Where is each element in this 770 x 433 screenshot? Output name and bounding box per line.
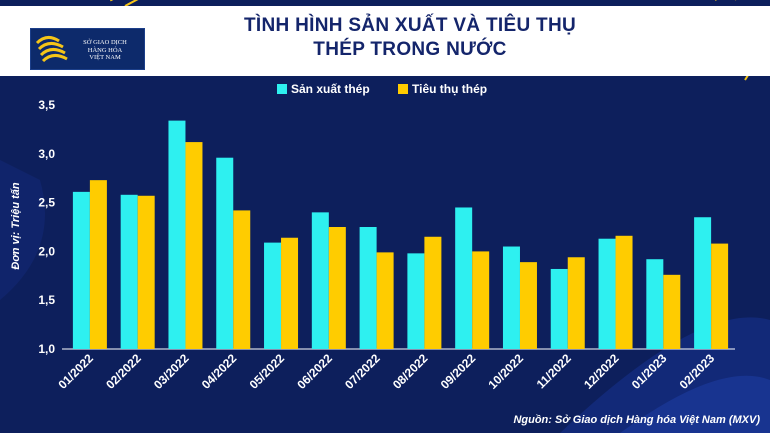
bar-consumption — [328, 227, 346, 349]
bar-production — [502, 246, 520, 349]
x-tick-label: 03/2022 — [151, 351, 192, 392]
bar-production — [550, 268, 568, 349]
bar-consumption — [233, 210, 251, 349]
y-tick-label: 1,5 — [38, 293, 55, 307]
x-tick-label: 02/2022 — [103, 351, 144, 392]
bar-production — [598, 238, 616, 349]
bar-production — [646, 259, 664, 349]
x-tick-label: 02/2023 — [677, 351, 718, 392]
bar-consumption — [137, 195, 155, 349]
x-tick-label: 05/2022 — [247, 351, 288, 392]
bar-production — [216, 157, 234, 349]
x-tick-label: 12/2022 — [581, 351, 622, 392]
bar-consumption — [281, 237, 299, 349]
x-tick-label: 01/2022 — [55, 351, 96, 392]
y-axis-label: Đơn vị: Triệu tấn — [10, 182, 22, 270]
legend-swatch-production — [277, 84, 287, 94]
x-tick-label: 07/2022 — [342, 351, 383, 392]
chart-title: TÌNH HÌNH SẢN XUẤT VÀ TIÊU THỤ THÉP TRON… — [160, 14, 660, 62]
bar-consumption — [185, 142, 203, 349]
bar-production — [359, 227, 377, 349]
logo-emblem-icon — [35, 36, 68, 63]
bar-consumption — [424, 236, 442, 349]
x-axis-ticks: 01/2022 02/2022 03/2022 04/2022 05/2022 06/20… — [55, 351, 717, 392]
bars-group — [72, 120, 729, 349]
chart-title-line1: TÌNH HÌNH SẢN XUẤT VÀ TIÊU THỤ — [244, 15, 576, 36]
logo-text-line1: SỞ GIAO DỊCH — [83, 39, 127, 46]
logo-text-line3: VIỆT NAM — [89, 54, 121, 61]
logo-text-line2: HÀNG HÓA — [87, 46, 123, 54]
source-note: Nguồn: Sở Giao dịch Hàng hóa Việt Nam (M… — [513, 414, 760, 426]
x-tick-label: 10/2022 — [486, 351, 527, 392]
y-tick-label: 3,5 — [38, 98, 55, 112]
x-tick-label: 01/2023 — [629, 351, 670, 392]
x-tick-label: 09/2022 — [438, 351, 479, 392]
x-tick-label: 04/2022 — [199, 351, 240, 392]
x-tick-label: 11/2022 — [534, 351, 574, 391]
bar-consumption — [376, 252, 394, 349]
logo-text: SỞ GIAO DỊCH HÀNG HÓA VIỆT NAM — [71, 39, 139, 62]
bar-production — [694, 217, 712, 349]
bar-consumption — [615, 235, 633, 349]
legend-swatch-consumption — [398, 84, 408, 94]
bar-production — [311, 212, 329, 349]
y-axis-ticks: 1,0 1,5 2,0 2,5 3,0 3,5 — [38, 98, 55, 356]
y-tick-label: 3,0 — [38, 147, 55, 161]
bar-production — [72, 191, 90, 349]
chart-legend: Sản xuất thép Tiêu thụ thép — [277, 82, 487, 96]
bar-consumption — [663, 274, 681, 349]
bar-consumption — [89, 180, 107, 349]
chart-title-line2: THÉP TRONG NƯỚC — [313, 39, 507, 60]
bar-consumption — [519, 262, 537, 349]
y-tick-label: 2,0 — [38, 244, 55, 258]
bar-production — [407, 253, 425, 349]
x-tick-label: 08/2022 — [390, 351, 431, 392]
bar-production — [168, 120, 186, 349]
y-tick-label: 1,0 — [38, 342, 55, 356]
bar-production — [455, 207, 473, 349]
legend-label-consumption: Tiêu thụ thép — [412, 82, 487, 96]
y-tick-label: 2,5 — [38, 196, 55, 210]
bar-consumption — [711, 243, 729, 349]
bar-production — [264, 242, 282, 349]
bar-consumption — [567, 257, 585, 349]
bar-consumption — [472, 251, 490, 349]
x-tick-label: 06/2022 — [294, 351, 335, 392]
legend-label-production: Sản xuất thép — [291, 82, 370, 96]
exchange-logo: SỞ GIAO DỊCH HÀNG HÓA VIỆT NAM — [30, 28, 145, 70]
bar-production — [120, 194, 138, 349]
